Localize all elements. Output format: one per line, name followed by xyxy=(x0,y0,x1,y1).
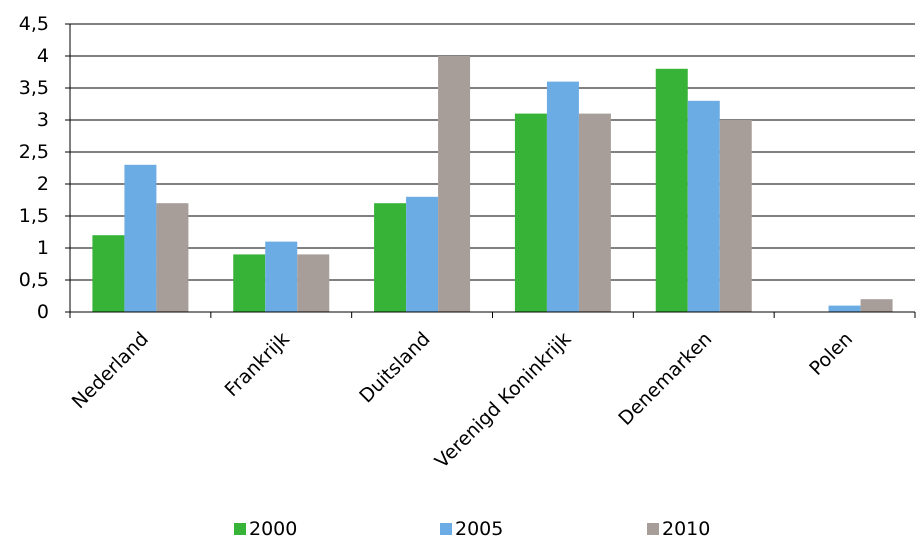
y-tick-label: 1 xyxy=(37,237,49,259)
y-tick-label: 4 xyxy=(37,45,49,67)
bar-2005-2 xyxy=(406,196,439,312)
legend-label-2005: 2005 xyxy=(455,518,504,540)
legend-item-2005: 2005 xyxy=(440,518,503,540)
y-tick-label: 2 xyxy=(37,173,49,195)
legend-swatch-2005 xyxy=(440,523,452,535)
y-tick-labels: 0 0,5 1 1,5 2 2,5 3 3,5 4 4,5 xyxy=(19,13,49,323)
bar-2000-2 xyxy=(374,203,407,312)
y-tick-label: 4,5 xyxy=(19,13,49,35)
y-tick-label: 0,5 xyxy=(19,269,49,291)
y-tick-label: 3 xyxy=(37,109,49,131)
y-tick-label: 2,5 xyxy=(19,141,49,163)
legend-item-2010: 2010 xyxy=(647,518,710,540)
bar-2010-3 xyxy=(578,113,611,312)
y-tick-label: 0 xyxy=(37,301,49,323)
bar-2005-4 xyxy=(687,100,720,312)
y-tick-label: 3,5 xyxy=(19,77,49,99)
bar-2000-0 xyxy=(92,235,125,312)
axes xyxy=(65,23,916,318)
bar-2005-5 xyxy=(828,305,861,312)
x-tick-label: Denemarken xyxy=(614,328,716,430)
bar-2010-1 xyxy=(297,254,330,312)
x-tick-label: Nederland xyxy=(68,328,153,413)
legend-swatch-2000 xyxy=(234,523,246,535)
legend-label-2010: 2010 xyxy=(662,518,711,540)
bars xyxy=(92,56,893,312)
bar-2010-5 xyxy=(860,299,893,312)
x-tick-label: Frankrijk xyxy=(221,328,294,401)
legend: 2000 2005 2010 xyxy=(0,518,918,542)
bar-2000-3 xyxy=(514,113,547,312)
bar-2010-0 xyxy=(156,203,189,312)
legend-label-2000: 2000 xyxy=(249,518,298,540)
bar-2005-1 xyxy=(265,241,298,312)
x-tick-label: Duitsland xyxy=(355,328,434,407)
bar-2010-4 xyxy=(719,120,752,312)
gridlines xyxy=(70,23,915,281)
bar-2000-4 xyxy=(655,68,688,312)
bar-2005-0 xyxy=(124,164,157,312)
bar-2005-3 xyxy=(546,81,579,312)
y-tick-label: 1,5 xyxy=(19,205,49,227)
x-tick-label: Verenigd Koninkrijk xyxy=(431,328,576,473)
bar-2000-1 xyxy=(233,254,266,312)
legend-item-2000: 2000 xyxy=(234,518,297,540)
bar-2010-2 xyxy=(438,56,471,312)
x-tick-label: Polen xyxy=(805,328,857,380)
legend-swatch-2010 xyxy=(647,523,659,535)
